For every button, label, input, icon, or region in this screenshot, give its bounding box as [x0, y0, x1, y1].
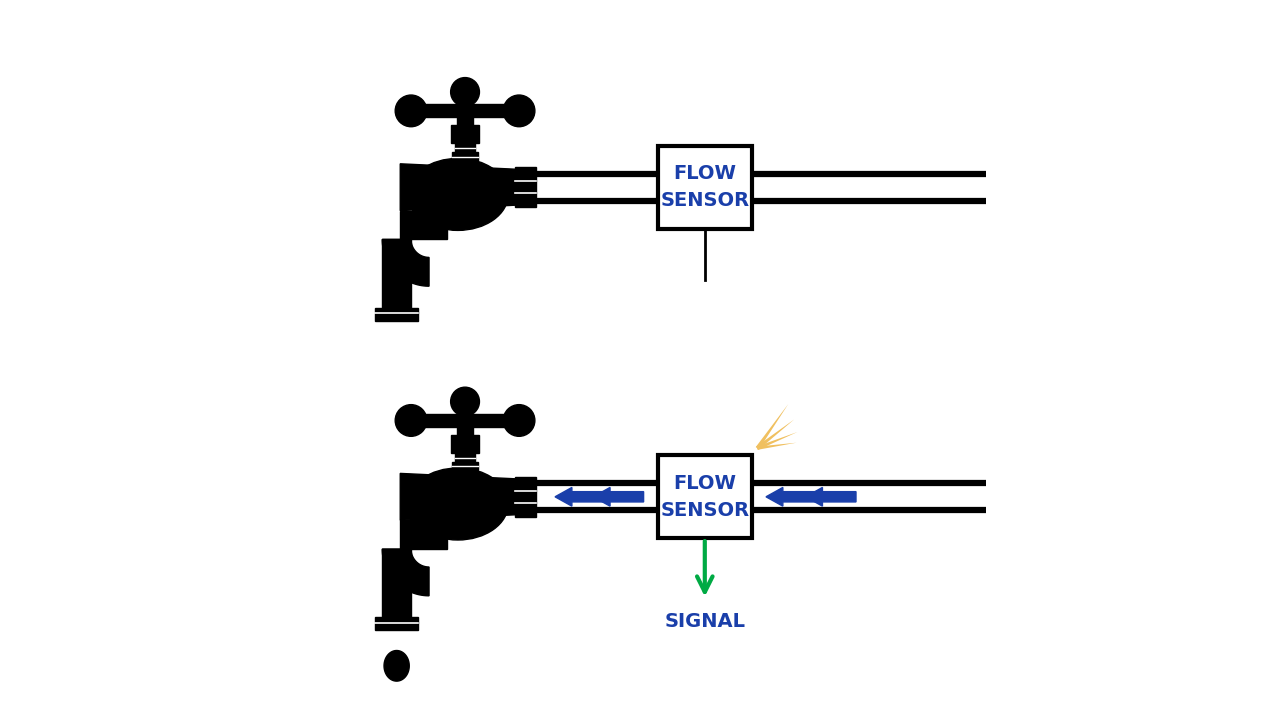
- Circle shape: [451, 387, 480, 416]
- Bar: [375, 307, 419, 321]
- Polygon shape: [765, 487, 817, 506]
- Bar: [457, 161, 474, 169]
- Polygon shape: [401, 474, 516, 520]
- Bar: [401, 520, 447, 549]
- Bar: [401, 210, 447, 239]
- Ellipse shape: [407, 468, 508, 540]
- Text: FLOW
SENSOR: FLOW SENSOR: [660, 474, 749, 520]
- Bar: [516, 167, 535, 207]
- Text: FLOW
SENSOR: FLOW SENSOR: [660, 164, 749, 210]
- Ellipse shape: [407, 158, 508, 230]
- Bar: [658, 145, 751, 229]
- Bar: [383, 239, 411, 308]
- Circle shape: [451, 78, 480, 107]
- Polygon shape: [805, 487, 856, 506]
- Circle shape: [396, 95, 426, 127]
- Polygon shape: [556, 487, 604, 506]
- Polygon shape: [756, 419, 794, 450]
- Polygon shape: [383, 239, 429, 286]
- Bar: [457, 470, 474, 479]
- Bar: [452, 152, 477, 161]
- Text: SIGNAL: SIGNAL: [664, 612, 745, 631]
- Polygon shape: [401, 164, 516, 210]
- Polygon shape: [758, 443, 796, 450]
- Bar: [411, 104, 520, 117]
- Bar: [454, 453, 475, 462]
- Bar: [375, 618, 419, 631]
- Bar: [457, 111, 474, 125]
- Bar: [458, 92, 471, 111]
- Bar: [458, 402, 471, 420]
- Bar: [454, 143, 475, 152]
- Circle shape: [503, 95, 535, 127]
- Circle shape: [503, 405, 535, 436]
- Polygon shape: [756, 432, 797, 450]
- Polygon shape: [755, 404, 788, 449]
- Bar: [383, 549, 411, 618]
- Bar: [451, 435, 480, 453]
- Polygon shape: [593, 487, 644, 506]
- Bar: [658, 455, 751, 539]
- Circle shape: [396, 405, 426, 436]
- Polygon shape: [383, 549, 429, 596]
- Bar: [411, 414, 520, 427]
- Bar: [452, 462, 477, 470]
- Bar: [451, 125, 480, 143]
- Bar: [457, 420, 474, 435]
- Polygon shape: [384, 651, 410, 681]
- Bar: [516, 477, 535, 517]
